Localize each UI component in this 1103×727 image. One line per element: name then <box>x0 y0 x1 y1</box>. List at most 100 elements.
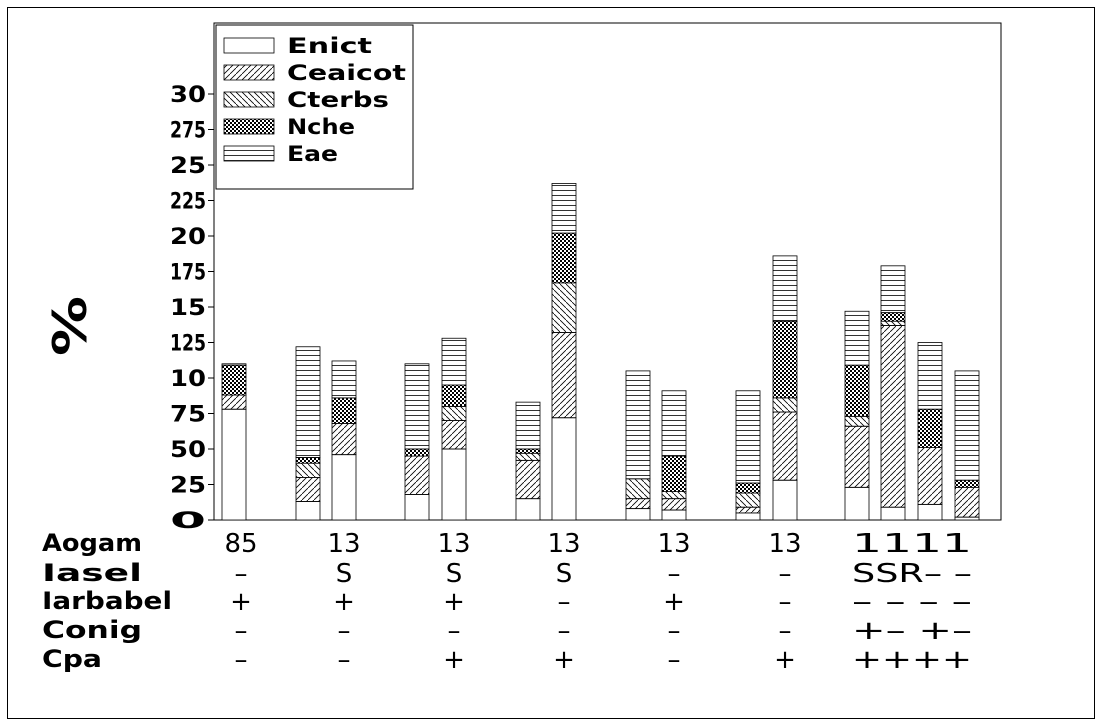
y-tick-label: 225 <box>170 190 206 215</box>
bar-segment-s5 <box>772 255 798 322</box>
bar-segment-s5 <box>735 390 761 484</box>
table-cell: – <box>668 616 681 646</box>
legend-label: Nche <box>287 115 355 139</box>
bar-segment-s2 <box>221 394 247 410</box>
y-tick-label: 75 <box>170 403 206 428</box>
table-cell: + <box>333 587 355 617</box>
table-cell: 13 <box>437 529 470 559</box>
table-cell: S <box>336 559 353 589</box>
bar-segment-s2 <box>331 423 357 456</box>
table-cell: – <box>338 645 351 675</box>
table-cell: 13 <box>327 529 360 559</box>
table-cell: 13 <box>547 529 580 559</box>
bar-segment-s5 <box>441 337 467 386</box>
table-cell: – <box>668 645 681 675</box>
bar-segment-s1 <box>441 448 467 521</box>
bar-segment-s5 <box>954 370 980 481</box>
y-tick-label: 30 <box>170 83 206 108</box>
bar-segment-s1 <box>331 454 357 521</box>
table-cell: – <box>448 616 461 646</box>
table-cell: 1111 <box>852 529 972 559</box>
bar-segment-s4 <box>772 320 798 399</box>
bar-segment-s2 <box>954 486 980 518</box>
bar-segment-s2 <box>295 476 321 502</box>
bar-segment-s2 <box>917 447 943 505</box>
bar-segment-s5 <box>221 363 247 366</box>
bar-segment-s5 <box>625 370 651 480</box>
bar-segment-s1 <box>404 494 430 521</box>
y-tick-label: 15 <box>170 296 206 321</box>
legend-swatch <box>223 64 275 81</box>
bar-segment-s3 <box>295 462 321 478</box>
bar-segment-s4 <box>515 448 541 454</box>
legend-label: Eae <box>287 142 338 166</box>
bar-segment-s1 <box>551 417 577 521</box>
table-cell: + <box>774 645 796 675</box>
row-label: Conig <box>42 616 142 644</box>
y-axis-label: % <box>43 296 97 356</box>
bar-segment-s2 <box>404 455 430 495</box>
bar-segment-s1 <box>221 408 247 521</box>
y-tick-label: 25 <box>170 474 206 499</box>
y-tick-label: 20 <box>170 225 206 250</box>
table-cell: – <box>558 587 571 617</box>
bar-segment-s4 <box>880 312 906 322</box>
axes: 0 25 50 75 10 125 15 175 20 225 25 275 30% <box>43 22 1002 534</box>
legend-swatch <box>223 37 275 54</box>
legend-label: Cterbs <box>287 88 389 112</box>
bar-segment-s4 <box>331 397 357 424</box>
bar-segment-s5 <box>295 346 321 458</box>
bar-segment-s5 <box>880 265 906 314</box>
bar-segment-s4 <box>917 408 943 448</box>
table-cell: 13 <box>657 529 690 559</box>
bar-segment-s2 <box>844 425 870 488</box>
bar-segment-s1 <box>625 508 651 521</box>
bar-segment-s3 <box>844 415 870 427</box>
y-tick-label: 25 <box>170 154 206 179</box>
legend-swatch <box>223 118 275 135</box>
bar-segment-s2 <box>441 420 467 450</box>
bar-segment-s5 <box>844 310 870 366</box>
bar-segment-s4 <box>221 364 247 396</box>
bar-segment-s3 <box>515 452 541 461</box>
table-cell: – <box>558 616 571 646</box>
table-cell: ++++ <box>852 645 972 675</box>
row-label: Iasel <box>42 559 142 587</box>
bar-segment-s1 <box>880 506 906 521</box>
bar-segment-s4 <box>661 455 687 493</box>
stacked-bar-chart: 0 25 50 75 10 125 15 175 20 225 25 275 30% Enict Ceai… <box>42 22 1002 675</box>
bar-segment-s4 <box>441 384 467 407</box>
legend: Enict Ceaicot Cterbs Nche Eae <box>215 24 414 190</box>
table-cell: + <box>663 587 685 617</box>
table-cell: – <box>235 616 248 646</box>
bar-segment-s3 <box>772 397 798 413</box>
row-label: Cpa <box>42 645 102 673</box>
bar-segment-s2 <box>515 459 541 500</box>
bar-segment-s5 <box>917 342 943 410</box>
y-tick-label: 175 <box>170 261 206 286</box>
table-cell: + <box>443 587 465 617</box>
bar-segment-s5 <box>661 390 687 457</box>
y-tick-label: 10 <box>170 367 206 392</box>
row-label: Aogam <box>42 529 142 557</box>
bar-segment-s2 <box>625 498 651 510</box>
legend-swatch <box>223 145 275 162</box>
bar-segment-s1 <box>515 498 541 521</box>
table-cell: – <box>668 559 681 589</box>
bar-segment-s2 <box>551 332 577 419</box>
bar-segment-s2 <box>880 325 906 508</box>
table-cell: – – – – <box>852 587 972 617</box>
bar-segment-s3 <box>880 320 906 326</box>
bar-segment-s3 <box>735 492 761 508</box>
bar-segment-s5 <box>551 183 577 234</box>
bar-segment-s4 <box>551 232 577 284</box>
table-cell: – <box>235 645 248 675</box>
bar-segment-s1 <box>954 516 980 521</box>
bar-segment-s3 <box>551 282 577 333</box>
y-tick-label: 50 <box>170 438 206 463</box>
bar-segment-s2 <box>661 498 687 511</box>
bar-segment-s5 <box>515 401 541 450</box>
table-cell: 13 <box>768 529 801 559</box>
bar-segment-s4 <box>954 479 980 488</box>
table-cell: S <box>556 559 573 589</box>
